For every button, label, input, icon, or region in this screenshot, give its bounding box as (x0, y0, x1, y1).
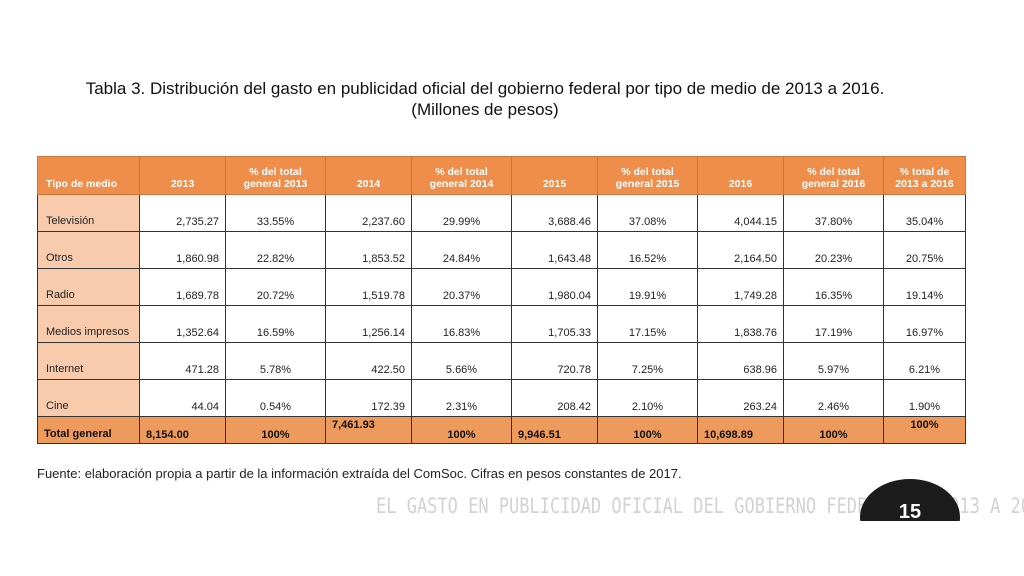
table-title-main: Tabla 3. Distribución del gasto en publi… (85, 79, 885, 98)
row-label: Medios impresos (37, 305, 140, 343)
cell-percent: 20.37% (411, 268, 512, 306)
cell-percent: 37.08% (597, 194, 698, 232)
cell-percent: 22.82% (225, 231, 326, 269)
cell-percent: 2.10% (597, 379, 698, 417)
cell-value: 44.04 (139, 379, 226, 417)
total-percent: 100% (411, 416, 512, 444)
row-label: Internet (37, 342, 140, 380)
header-pct-total: % total de 2013 a 2016 (883, 156, 966, 195)
cell-value: 208.42 (511, 379, 598, 417)
row-label: Radio (37, 268, 140, 306)
cell-value: 1,838.76 (697, 305, 784, 343)
cell-percent: 20.72% (225, 268, 326, 306)
table-row: Cine 44.04 0.54% 172.39 2.31% 208.42 2.1… (37, 379, 966, 417)
cell-percent: 20.23% (783, 231, 884, 269)
cell-value: 1,689.78 (139, 268, 226, 306)
cell-value: 172.39 (325, 379, 412, 417)
page-number: 15 (898, 501, 922, 521)
total-percent-overall: 100% (883, 416, 966, 444)
cell-value: 263.24 (697, 379, 784, 417)
cell-percent: 16.52% (597, 231, 698, 269)
cell-percent: 7.25% (597, 342, 698, 380)
cell-percent: 16.59% (225, 305, 326, 343)
table-row: Internet 471.28 5.78% 422.50 5.66% 720.7… (37, 342, 966, 380)
total-percent: 100% (597, 416, 698, 444)
table-title: Tabla 3. Distribución del gasto en publi… (80, 78, 890, 120)
cell-percent-total: 16.97% (883, 305, 966, 343)
total-value: 9,946.51 (511, 416, 598, 444)
table-row: Medios impresos 1,352.64 16.59% 1,256.14… (37, 305, 966, 343)
header-pct-2013: % del total general 2013 (225, 156, 326, 195)
cell-value: 2,735.27 (139, 194, 226, 232)
cell-value: 4,044.15 (697, 194, 784, 232)
header-2015: 2015 (511, 156, 598, 195)
header-2013: 2013 (139, 156, 226, 195)
cell-value: 1,519.78 (325, 268, 412, 306)
cell-value: 638.96 (697, 342, 784, 380)
cell-percent: 29.99% (411, 194, 512, 232)
cell-percent-total: 19.14% (883, 268, 966, 306)
cell-percent: 2.31% (411, 379, 512, 417)
cell-value: 720.78 (511, 342, 598, 380)
total-value: 10,698.89 (697, 416, 784, 444)
cell-percent: 16.83% (411, 305, 512, 343)
cell-value: 1,860.98 (139, 231, 226, 269)
row-label: Cine (37, 379, 140, 417)
table-header-row: Tipo de medio 2013 % del total general 2… (37, 156, 966, 195)
cell-percent-total: 20.75% (883, 231, 966, 269)
header-tipo-de-medio: Tipo de medio (37, 156, 140, 195)
cell-value: 1,749.28 (697, 268, 784, 306)
cell-percent-total: 35.04% (883, 194, 966, 232)
cell-percent: 33.55% (225, 194, 326, 232)
cell-percent: 0.54% (225, 379, 326, 417)
cell-value: 2,164.50 (697, 231, 784, 269)
page-badge: 15 (860, 479, 960, 521)
cell-value: 471.28 (139, 342, 226, 380)
spending-table: Tipo de medio 2013 % del total general 2… (37, 156, 966, 444)
cell-percent: 19.91% (597, 268, 698, 306)
cell-percent: 37.80% (783, 194, 884, 232)
header-pct-2014: % del total general 2014 (411, 156, 512, 195)
table-title-units: (Millones de pesos) (411, 100, 559, 119)
cell-value: 422.50 (325, 342, 412, 380)
cell-percent-total: 1.90% (883, 379, 966, 417)
cell-value: 3,688.46 (511, 194, 598, 232)
total-value: 7,461.93 (325, 416, 412, 444)
cell-percent-total: 6.21% (883, 342, 966, 380)
cell-percent: 2.46% (783, 379, 884, 417)
cell-percent: 16.35% (783, 268, 884, 306)
row-label: Televisión (37, 194, 140, 232)
cell-percent: 17.19% (783, 305, 884, 343)
total-label: Total general (37, 416, 140, 444)
cell-value: 1,980.04 (511, 268, 598, 306)
cell-percent: 5.78% (225, 342, 326, 380)
cell-value: 1,853.52 (325, 231, 412, 269)
cell-value: 1,643.48 (511, 231, 598, 269)
cell-value: 2,237.60 (325, 194, 412, 232)
total-percent: 100% (225, 416, 326, 444)
header-pct-2015: % del total general 2015 (597, 156, 698, 195)
cell-value: 1,705.33 (511, 305, 598, 343)
total-percent: 100% (783, 416, 884, 444)
table-total-row: Total general 8,154.00 100% 7,461.93 100… (37, 416, 966, 444)
header-pct-2016: % del total general 2016 (783, 156, 884, 195)
header-2016: 2016 (697, 156, 784, 195)
cell-percent: 5.97% (783, 342, 884, 380)
table-row: Otros 1,860.98 22.82% 1,853.52 24.84% 1,… (37, 231, 966, 269)
cell-percent: 17.15% (597, 305, 698, 343)
cell-value: 1,256.14 (325, 305, 412, 343)
total-value: 8,154.00 (139, 416, 226, 444)
header-2014: 2014 (325, 156, 412, 195)
cell-value: 1,352.64 (139, 305, 226, 343)
cell-percent: 5.66% (411, 342, 512, 380)
table-row: Radio 1,689.78 20.72% 1,519.78 20.37% 1,… (37, 268, 966, 306)
table-row: Televisión 2,735.27 33.55% 2,237.60 29.9… (37, 194, 966, 232)
cell-percent: 24.84% (411, 231, 512, 269)
source-note: Fuente: elaboración propia a partir de l… (37, 466, 682, 481)
row-label: Otros (37, 231, 140, 269)
